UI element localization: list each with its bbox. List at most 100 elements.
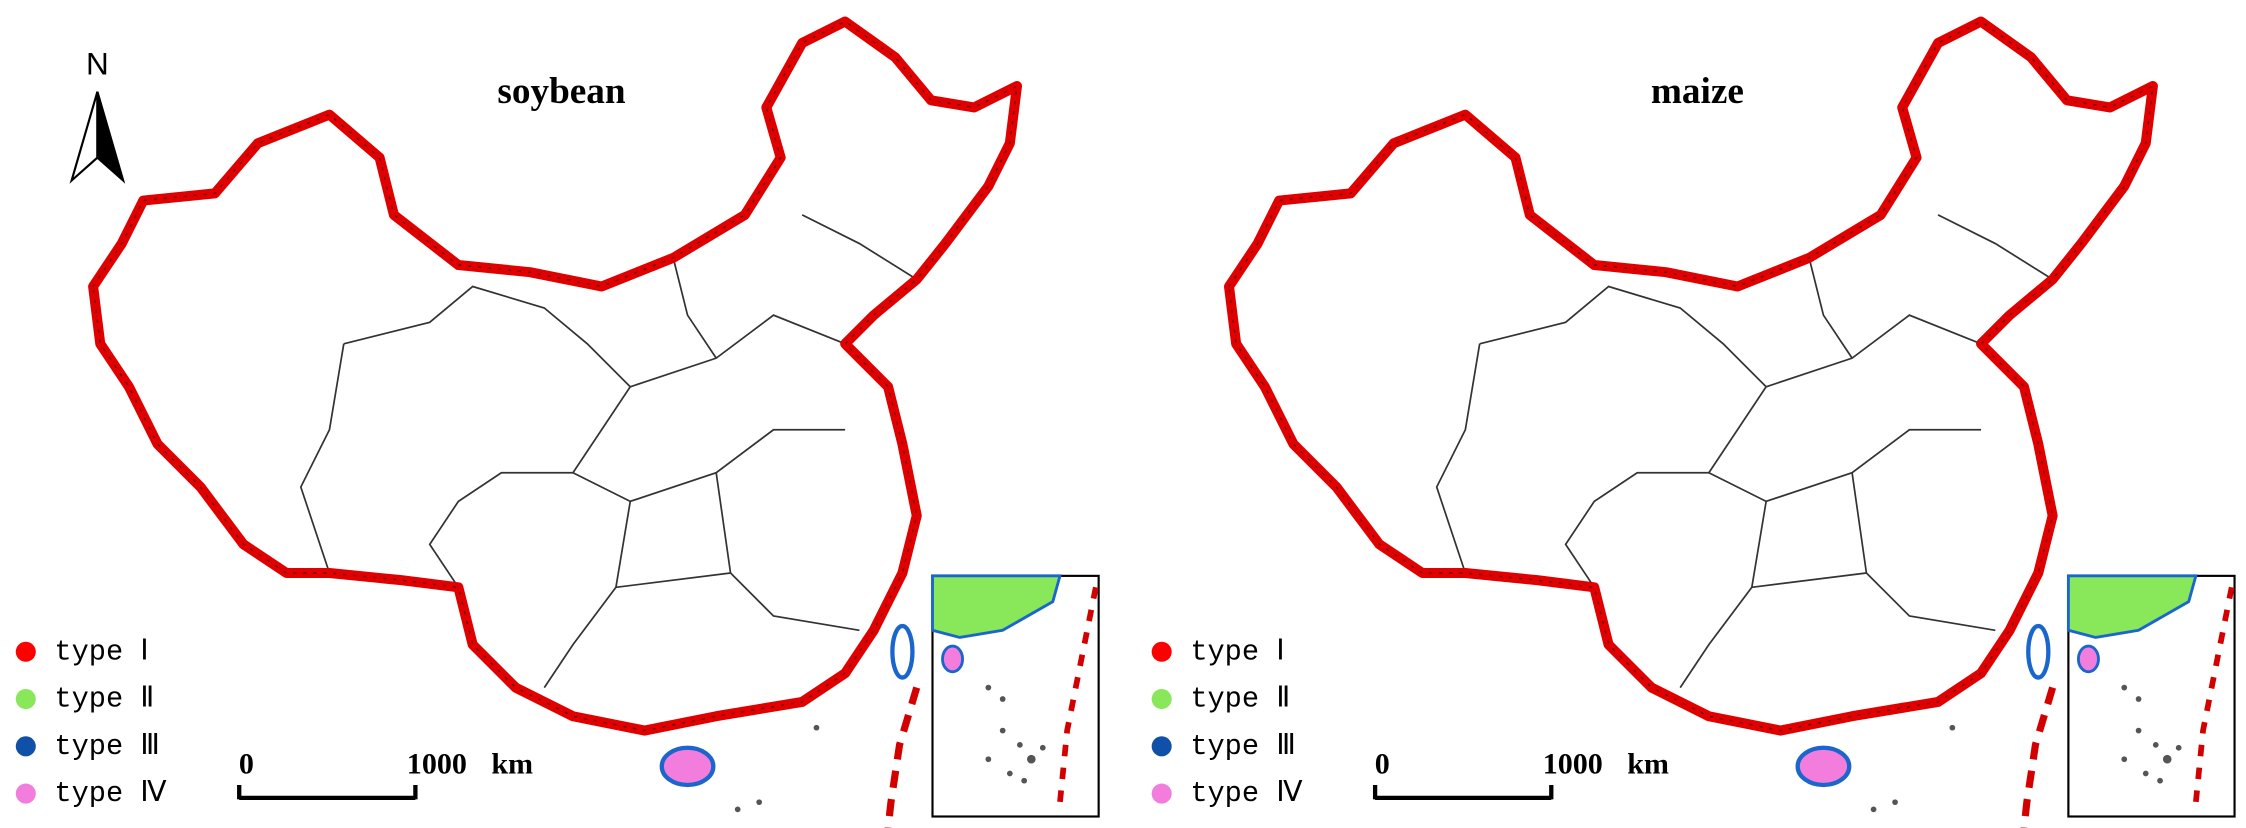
crop-patch (488, 207, 501, 219)
crop-patch (2132, 359, 2146, 372)
crop-patch (1279, 110, 1290, 121)
crop-patch (493, 685, 511, 702)
crop-patch (521, 21, 535, 33)
crop-patch (597, 249, 609, 262)
crop-patch (775, 711, 785, 721)
crop-patch (1013, 533, 1018, 542)
crop-patch (996, 500, 1013, 517)
crop-patch (2070, 286, 2083, 300)
crop-patch (2014, 321, 2029, 336)
crop-patch (1916, 26, 1931, 41)
crop-patch (1938, 22, 1947, 32)
crop-patch (2111, 535, 2126, 549)
crop-patch (917, 533, 931, 547)
crop-patch (647, 55, 655, 63)
crop-patch (1695, 122, 1710, 136)
crop-patch (730, 127, 747, 145)
crop-patch (604, 134, 620, 150)
crop-patch (675, 28, 688, 42)
crop-patch (854, 699, 870, 715)
crop-patch (2085, 443, 2104, 461)
crop-patch (1399, 629, 1411, 642)
crop-patch (794, 707, 812, 725)
crop-patch (989, 339, 1001, 351)
crop-patch (682, 27, 697, 42)
crop-patch (1578, 157, 1598, 177)
crop-patch (1742, 225, 1750, 233)
crop-patch (1233, 68, 1249, 84)
crop-patch (790, 21, 809, 38)
crop-patch (1684, 31, 1699, 46)
crop-patch (1390, 650, 1399, 659)
crop-patch (2076, 322, 2088, 333)
crop-patch (263, 629, 276, 642)
crop-patch (1650, 214, 1660, 223)
crop-patch (1015, 326, 1018, 337)
crop-patch (1572, 61, 1589, 78)
crop-patch (1707, 240, 1727, 260)
crop-patch (1836, 183, 1854, 201)
crop-patch (2113, 210, 2133, 229)
crop-patch (2069, 398, 2090, 419)
crop-patch (446, 88, 464, 106)
crop-patch (528, 210, 543, 226)
crop-patch (146, 44, 163, 62)
crop-patch (433, 104, 452, 123)
crop-patch (784, 715, 797, 728)
crop-patch (1612, 189, 1632, 209)
crop-patch (645, 25, 654, 34)
crop-patch (2010, 343, 2019, 353)
crop-patch (2124, 340, 2132, 348)
crop-patch (484, 128, 495, 139)
crop-patch (990, 325, 998, 334)
crop-patch (1635, 711, 1650, 726)
crop-patch (964, 419, 971, 427)
crop-patch (2081, 21, 2099, 39)
crop-patch (1782, 234, 1803, 255)
crop-patch (1778, 186, 1785, 193)
crop-patch (882, 618, 895, 631)
crop-patch (198, 629, 207, 638)
crop-patch (526, 169, 543, 185)
crop-patch (461, 162, 471, 172)
crop-patch (957, 355, 975, 374)
crop-patch (2035, 588, 2052, 605)
crop-patch (517, 209, 530, 222)
crop-patch (1027, 140, 1036, 149)
crop-patch (1570, 185, 1581, 196)
crop-patch (948, 416, 969, 437)
crop-patch (404, 153, 421, 169)
crop-patch (993, 421, 1008, 436)
crop-patch (1833, 155, 1842, 165)
crop-patch (522, 141, 531, 150)
crop-patch (168, 595, 177, 604)
crop-patch (1885, 21, 1897, 33)
crop-patch (923, 62, 942, 81)
crop-patch (2100, 432, 2118, 449)
crop-patch (730, 87, 744, 101)
crop-patch (989, 334, 998, 343)
crop-patch (1591, 56, 1602, 67)
crop-patch (949, 479, 969, 499)
crop-patch (932, 280, 942, 290)
crop-patch (2151, 120, 2153, 133)
crop-patch (2150, 433, 2153, 452)
crop-patch (1523, 93, 1540, 110)
crop-patch (910, 308, 924, 322)
crop-patch (852, 731, 863, 742)
crop-patch (948, 352, 956, 360)
crop-patch (2026, 702, 2037, 713)
crop-patch (740, 182, 751, 193)
crop-patch (586, 118, 595, 127)
crop-patch (1687, 196, 1705, 214)
crop-patch (1612, 182, 1622, 193)
crop-patch (1764, 151, 1773, 160)
crop-patch (1653, 224, 1670, 242)
crop-patch (704, 40, 718, 54)
crop-patch (444, 95, 464, 115)
crop-patch (1616, 64, 1633, 82)
crop-patch (1722, 111, 1731, 120)
crop-patch (697, 155, 706, 165)
crop-patch (684, 203, 697, 216)
crop-patch (574, 254, 589, 269)
